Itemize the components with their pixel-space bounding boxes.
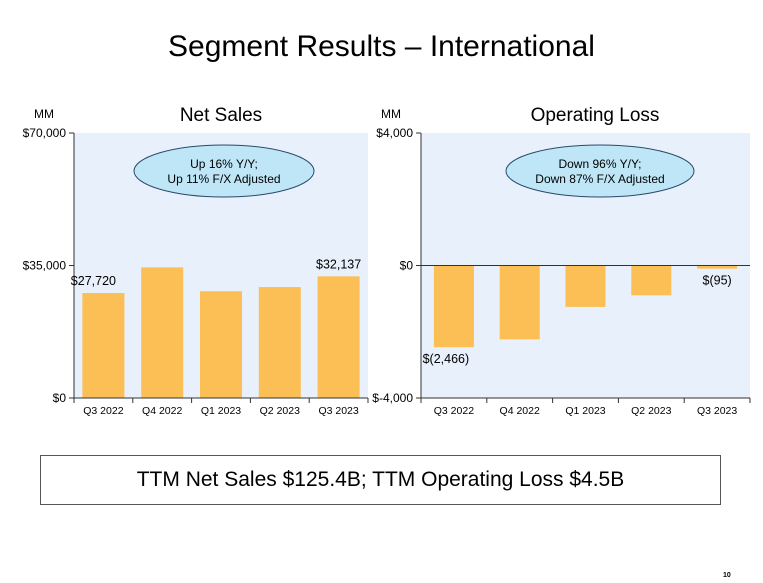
net-sales-data-label-5: $32,137: [316, 257, 361, 271]
net-sales-unit-label: MM: [34, 107, 54, 121]
net-sales-bar-5: [317, 276, 360, 398]
net-sales-bar-3: [200, 291, 242, 398]
operating-loss-ytick-label-2: $0: [400, 259, 414, 273]
operating-loss-callout-line-2: Down 87% F/X Adjusted: [535, 172, 664, 186]
net-sales-category-label-3: Q1 2023: [201, 405, 241, 417]
operating-loss-bar-5: [697, 265, 738, 269]
net-sales-bar-4: [258, 287, 301, 398]
operating-loss-title: Operating Loss: [531, 105, 660, 126]
operating-loss-ytick-label-1: $-4,000: [372, 391, 413, 405]
net-sales-category-label-2: Q4 2022: [142, 405, 182, 417]
summary-box: TTM Net Sales $125.4B; TTM Operating Los…: [40, 455, 721, 505]
net-sales-data-label-1: $27,720: [71, 274, 116, 288]
net-sales-title: Net Sales: [180, 105, 262, 126]
summary-text: TTM Net Sales $125.4B; TTM Operating Los…: [136, 468, 625, 491]
operating-loss-bar-4: [631, 265, 672, 296]
net-sales-ytick-label-1: $0: [53, 391, 67, 405]
net-sales-bar-1: [82, 293, 125, 398]
net-sales-bar-2: [141, 267, 184, 398]
net-sales-callout-line-1: Up 16% Y/Y;: [190, 157, 258, 171]
net-sales-callout-ellipse: [133, 144, 315, 198]
operating-loss-unit-label: MM: [381, 107, 401, 121]
net-sales-category-label-4: Q2 2023: [260, 405, 300, 417]
operating-loss-data-label-1: $(2,466): [423, 352, 470, 366]
net-sales-callout-line-2: Up 11% F/X Adjusted: [167, 172, 280, 186]
operating-loss-bar-1: [433, 265, 474, 348]
operating-loss-data-label-5: $(95): [703, 274, 732, 288]
net-sales-ytick-label-2: $35,000: [23, 259, 67, 273]
net-sales-category-label-5: Q3 2023: [318, 405, 358, 417]
operating-loss-category-label-5: Q3 2023: [697, 405, 737, 417]
operating-loss-category-label-4: Q2 2023: [631, 405, 671, 417]
operating-loss-category-label-3: Q1 2023: [565, 405, 605, 417]
operating-loss-category-label-2: Q4 2022: [500, 405, 540, 417]
page-number: 10: [723, 572, 731, 579]
operating-loss-ytick-label-3: $4,000: [376, 126, 413, 140]
operating-loss-callout-ellipse: [505, 144, 695, 198]
operating-loss-bar-2: [499, 265, 540, 340]
operating-loss-callout-line-1: Down 96% Y/Y;: [558, 157, 641, 171]
operating-loss-bar-3: [565, 265, 606, 307]
net-sales-ytick-label-3: $70,000: [23, 126, 67, 140]
operating-loss-category-label-1: Q3 2022: [434, 405, 474, 417]
slide-title: Segment Results – International: [168, 30, 595, 63]
net-sales-category-label-1: Q3 2022: [83, 405, 123, 417]
